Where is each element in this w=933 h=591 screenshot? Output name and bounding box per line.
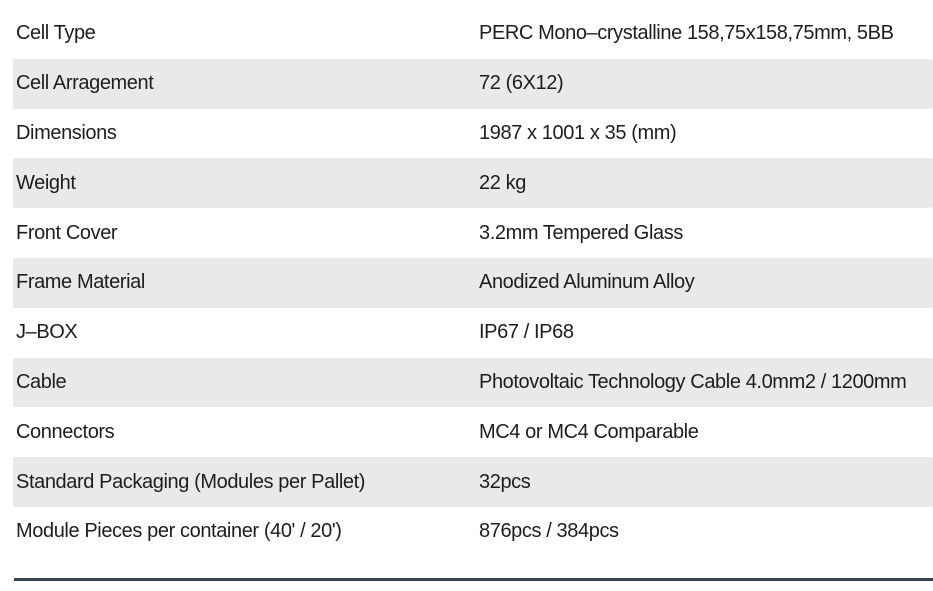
spec-value: Anodized Aluminum Alloy	[479, 271, 695, 294]
spec-label: Frame Material	[16, 271, 145, 294]
table-row: Cell Arragement 72 (6X12)	[13, 58, 933, 109]
spec-value: 22 kg	[479, 171, 526, 194]
spec-value: Photovoltaic Technology Cable 4.0mm2 / 1…	[479, 370, 907, 393]
spec-value: 72 (6X12)	[479, 72, 564, 95]
spec-value: 3.2mm Tempered Glass	[479, 221, 683, 244]
table-row: Dimensions 1987 x 1001 x 35 (mm)	[13, 109, 933, 159]
spec-label: Dimensions	[16, 121, 117, 144]
table-row: Cell Type PERC Mono–crystalline 158,75x1…	[13, 9, 933, 59]
spec-value: PERC Mono–crystalline 158,75x158,75mm, 5…	[479, 22, 894, 45]
spec-label: Standard Packaging (Modules per Pallet)	[16, 470, 366, 493]
table-row: J–BOX IP67 / IP68	[13, 308, 933, 358]
spec-value: 1987 x 1001 x 35 (mm)	[479, 121, 677, 144]
spec-label: Module Pieces per container (40' / 20')	[16, 520, 342, 543]
bottom-rule-divider	[14, 578, 933, 581]
spec-value: IP67 / IP68	[479, 321, 574, 344]
table-row: Connectors MC4 or MC4 Comparable	[13, 407, 933, 457]
spec-label: Front Cover	[16, 221, 118, 244]
table-row: Cable Photovoltaic Technology Cable 4.0m…	[13, 357, 933, 408]
table-row: Standard Packaging (Modules per Pallet) …	[13, 457, 933, 507]
table-row: Weight 22 kg	[13, 158, 933, 209]
spec-label: Cell Type	[16, 22, 96, 45]
spec-value: 32pcs	[479, 470, 531, 493]
spec-table: Cell Type PERC Mono–crystalline 158,75x1…	[13, 9, 933, 557]
spec-label: Connectors	[16, 420, 115, 443]
table-row: Module Pieces per container (40' / 20') …	[13, 507, 933, 557]
spec-value: 876pcs / 384pcs	[479, 520, 619, 543]
table-row: Front Cover 3.2mm Tempered Glass	[13, 208, 933, 258]
spec-label: Cell Arragement	[16, 72, 154, 95]
spec-label: Weight	[16, 171, 76, 194]
spec-value: MC4 or MC4 Comparable	[479, 420, 699, 443]
spec-label: J–BOX	[16, 321, 78, 344]
spec-label: Cable	[16, 370, 67, 393]
table-row: Frame Material Anodized Aluminum Alloy	[13, 257, 933, 308]
